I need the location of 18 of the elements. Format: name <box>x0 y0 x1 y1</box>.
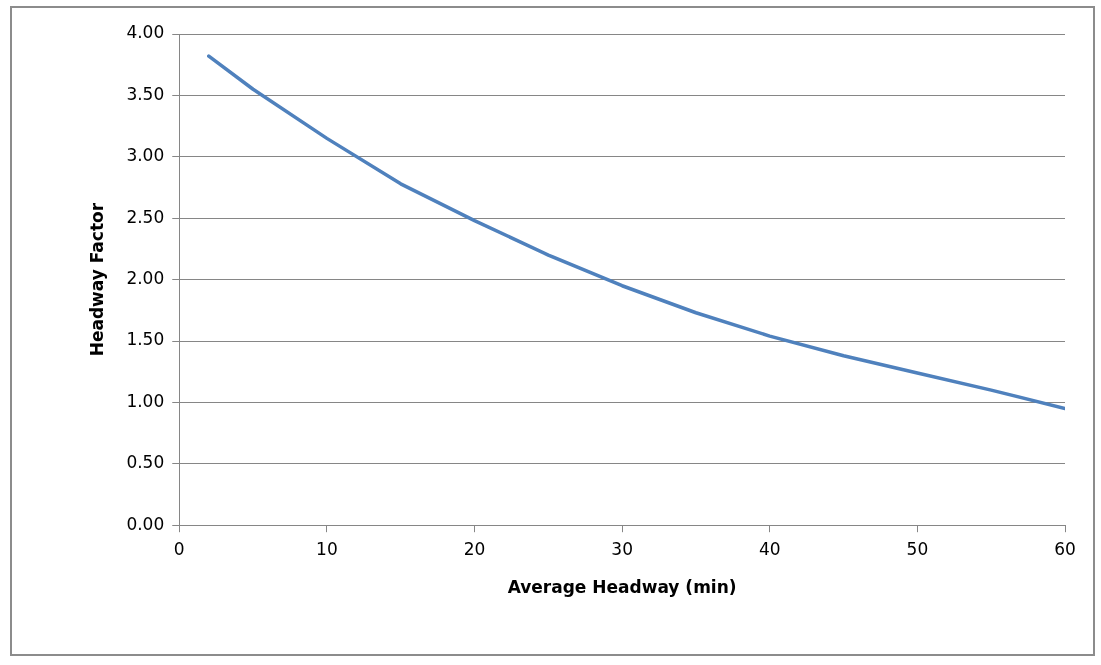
x-tick-label: 0 <box>173 538 185 559</box>
x-tick-label: 20 <box>463 538 486 559</box>
y-tick-label: 0.50 <box>126 452 165 473</box>
y-tick-label: 4.00 <box>126 22 165 43</box>
x-tick-label: 30 <box>611 538 633 559</box>
x-tick-label: 10 <box>316 538 338 559</box>
y-tick-label: 3.50 <box>126 83 165 104</box>
y-tick-label: 2.50 <box>126 206 165 227</box>
x-axis-title: Average Headway (min) <box>507 577 737 598</box>
y-tick-label: 1.00 <box>126 390 165 411</box>
x-tick-label: 50 <box>906 538 929 559</box>
x-tick-label: 60 <box>1054 538 1076 559</box>
y-tick-label: 2.00 <box>126 268 165 289</box>
y-axis-title: Headway Factor <box>86 202 107 357</box>
y-tick-label: 1.50 <box>126 329 165 350</box>
x-tick-label: 40 <box>758 538 781 559</box>
y-tick-label: 0.00 <box>126 513 165 534</box>
y-tick-label: 3.00 <box>126 145 165 166</box>
